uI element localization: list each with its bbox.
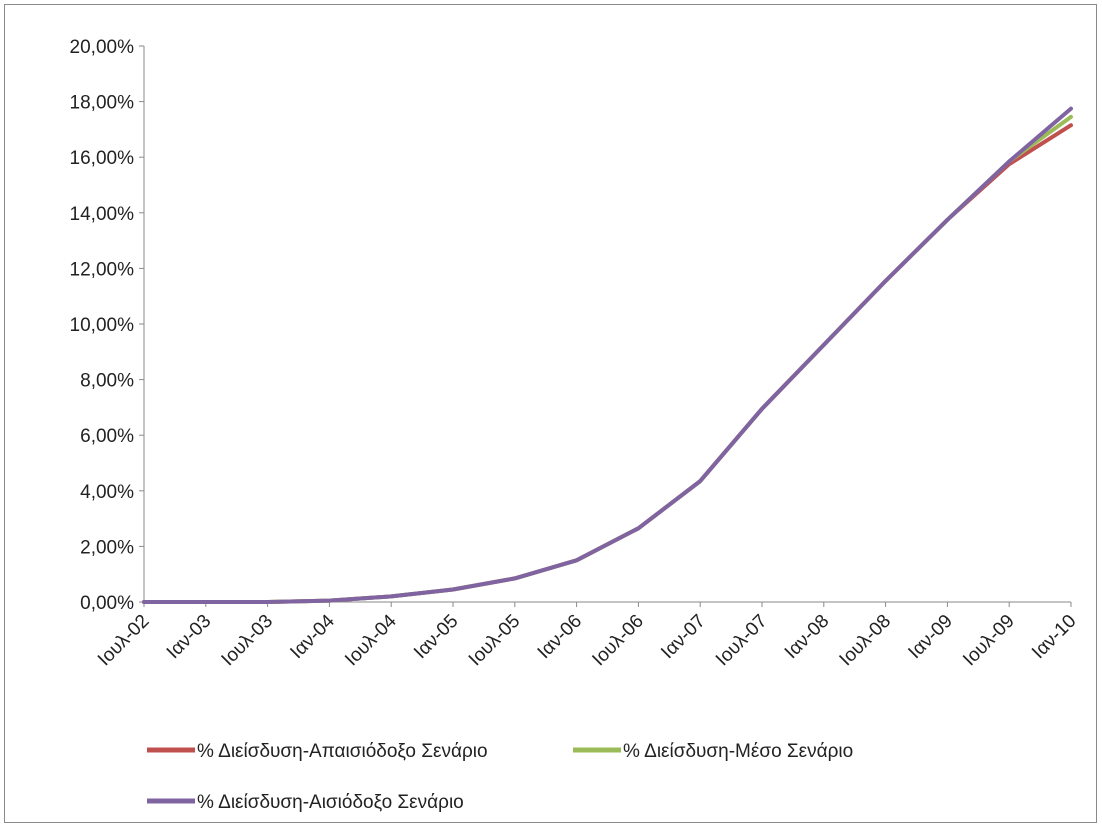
y-tick-label: 20,00% [70, 37, 135, 58]
x-tick-label: Ιουλ-02 [94, 611, 154, 671]
chart-frame: 0,00% 2,00% 4,00% 6,00% 8,00% 10,00% 12,00% 14,… [4, 4, 1097, 823]
x-tick-label: Ιουλ-04 [341, 610, 401, 670]
y-tick-label: 10,00% [70, 315, 135, 336]
series-lines [142, 106, 1073, 604]
y-tick-label: 6,00% [80, 426, 134, 447]
series-line-2 [142, 114, 1073, 604]
y-tick-label: 8,00% [80, 371, 134, 392]
x-tick-label: Ιουλ-07 [712, 611, 772, 671]
y-tick-label: 16,00% [70, 148, 135, 169]
x-tick-label: Ιαν-08 [781, 611, 833, 663]
x-tick-label: Ιουλ-08 [836, 611, 896, 671]
x-tick-label: Ιαν-05 [410, 611, 462, 663]
x-tick-label: Ιαν-09 [904, 611, 956, 663]
y-tick-label: 14,00% [70, 204, 135, 225]
x-tick-label: Ιουλ-06 [588, 611, 648, 671]
line-chart: 0,00% 2,00% 4,00% 6,00% 8,00% 10,00% 12,00% 14,… [70, 37, 1081, 813]
x-tick-label: Ιαν-07 [657, 611, 709, 663]
x-axis-ticks: Ιουλ-02 Ιαν-03 Ιουλ-03 Ιαν-04 Ιουλ-04 Ιαν-05 Ι… [94, 602, 1081, 670]
y-tick-label: 0,00% [80, 593, 134, 614]
legend-label-3: % Διείσδυση-Αισιόδοξο Σενάριο [197, 792, 464, 813]
series-line-1 [142, 123, 1073, 604]
x-tick-label: Ιουλ-09 [959, 611, 1019, 671]
x-tick-label: Ιαν-10 [1028, 611, 1080, 663]
legend-label-1: % Διείσδυση-Απαισιόδοξο Σενάριο [197, 741, 488, 762]
legend: % Διείσδυση-Απαισιόδοξο Σενάριο % Διείσδυ… [147, 741, 853, 813]
legend-label-2: % Διείσδυση-Μέσο Σενάριο [623, 741, 853, 762]
y-axis-ticks: 0,00% 2,00% 4,00% 6,00% 8,00% 10,00% 12,00% 14,… [70, 37, 144, 614]
y-tick-label: 4,00% [80, 482, 134, 503]
y-tick-label: 2,00% [80, 537, 134, 558]
x-tick-label: Ιαν-03 [163, 611, 215, 663]
axes [143, 46, 1071, 603]
y-tick-label: 12,00% [70, 259, 135, 280]
x-tick-label: Ιαν-06 [534, 611, 586, 663]
y-tick-label: 18,00% [70, 93, 135, 114]
x-tick-label: Ιαν-04 [286, 610, 339, 663]
x-tick-label: Ιουλ-05 [465, 611, 525, 671]
x-tick-label: Ιουλ-03 [218, 611, 278, 671]
series-line-3 [142, 106, 1073, 604]
